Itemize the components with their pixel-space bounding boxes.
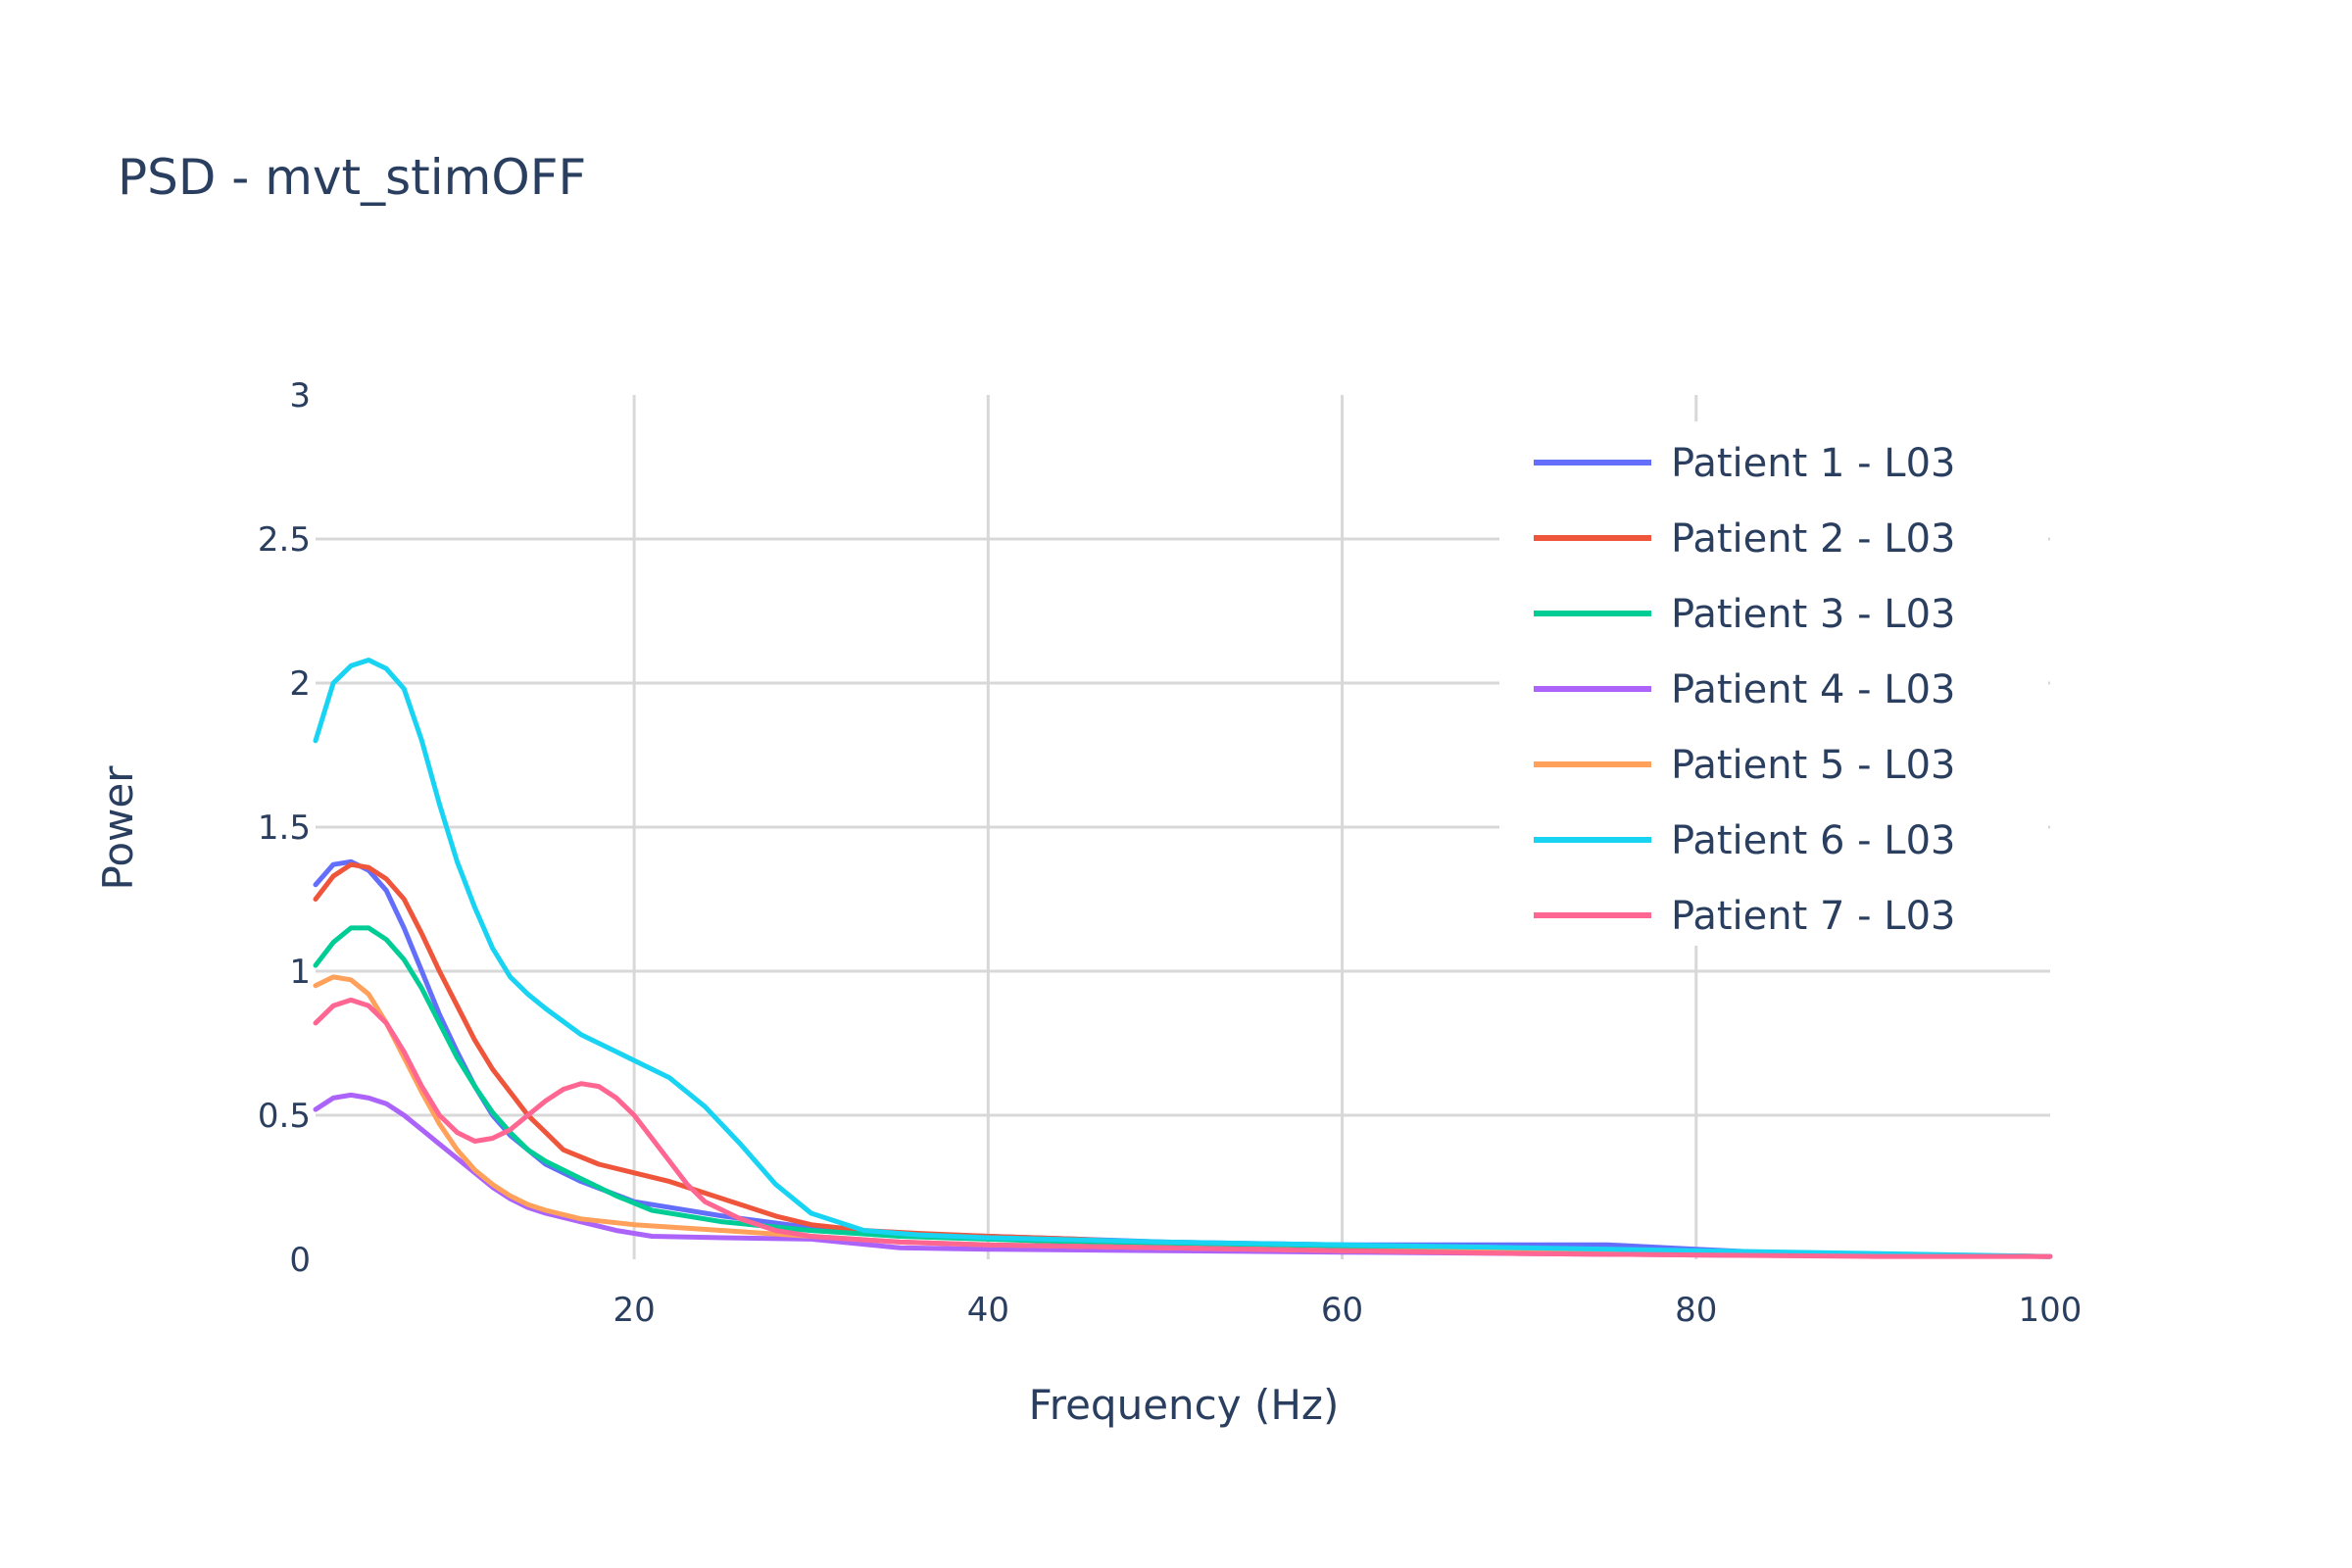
y-axis-title: Power xyxy=(94,765,142,891)
legend-label: Patient 2 - L03 xyxy=(1671,516,1956,562)
y-tick-label: 1 xyxy=(289,953,311,992)
series-line-patient-6 xyxy=(313,658,2053,1259)
series-line-patient-7 xyxy=(313,997,2053,1259)
chart-title: PSD - mvt_stimOFF xyxy=(118,149,586,206)
legend-label: Patient 5 - L03 xyxy=(1671,743,1956,788)
x-tick-label: 100 xyxy=(2019,1291,2082,1330)
y-tick-label: 0 xyxy=(289,1241,311,1280)
y-tick-label: 2.5 xyxy=(258,520,311,560)
legend-label: Patient 1 - L03 xyxy=(1671,441,1956,486)
x-tick-labels: 20 40 60 80 100 xyxy=(612,1291,2082,1330)
legend-background xyxy=(1499,421,2048,946)
series-line-patient-1 xyxy=(313,858,2053,1259)
x-tick-label: 60 xyxy=(1321,1291,1363,1330)
y-tick-label: 3 xyxy=(289,376,311,416)
x-tick-label: 40 xyxy=(967,1291,1009,1330)
legend: Patient 1 - L03 Patient 2 - L03 Patient 3 … xyxy=(1499,421,2048,946)
legend-label: Patient 4 - L03 xyxy=(1671,667,1956,712)
y-tick-label: 0.5 xyxy=(258,1097,311,1136)
legend-label: Patient 6 - L03 xyxy=(1671,818,1956,863)
y-tick-label: 1.5 xyxy=(258,808,311,848)
y-tick-labels: 0 0.5 1 1.5 2 2.5 3 xyxy=(258,376,311,1280)
legend-label: Patient 7 - L03 xyxy=(1671,894,1956,939)
x-axis-title: Frequency (Hz) xyxy=(1029,1381,1340,1429)
series-line-patient-3 xyxy=(313,925,2053,1259)
x-tick-label: 80 xyxy=(1675,1291,1717,1330)
x-tick-label: 20 xyxy=(612,1291,655,1330)
series-lines xyxy=(313,658,2053,1259)
legend-label: Patient 3 - L03 xyxy=(1671,592,1956,637)
y-tick-label: 2 xyxy=(289,664,311,704)
